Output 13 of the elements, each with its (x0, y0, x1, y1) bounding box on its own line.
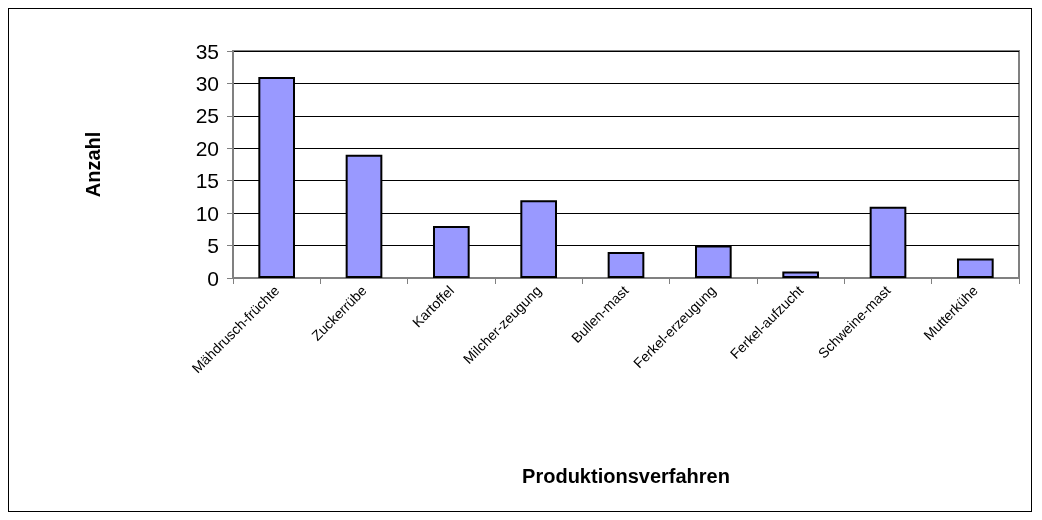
x-axis-title: Produktionsverfahren (522, 465, 730, 487)
y-tick-label: 25 (195, 104, 219, 128)
y-tick-label: 30 (195, 71, 219, 95)
bar (782, 271, 820, 278)
y-tick-label: 20 (195, 136, 219, 160)
y-tick-label: 0 (207, 266, 219, 290)
y-tick-label: 15 (195, 169, 219, 193)
y-axis-title: Anzahl (82, 131, 104, 198)
y-tick-label: 35 (195, 39, 219, 63)
bar (956, 258, 994, 278)
y-tick-label: 5 (207, 234, 219, 258)
y-tick-label: 10 (195, 201, 219, 225)
bar (607, 252, 645, 278)
